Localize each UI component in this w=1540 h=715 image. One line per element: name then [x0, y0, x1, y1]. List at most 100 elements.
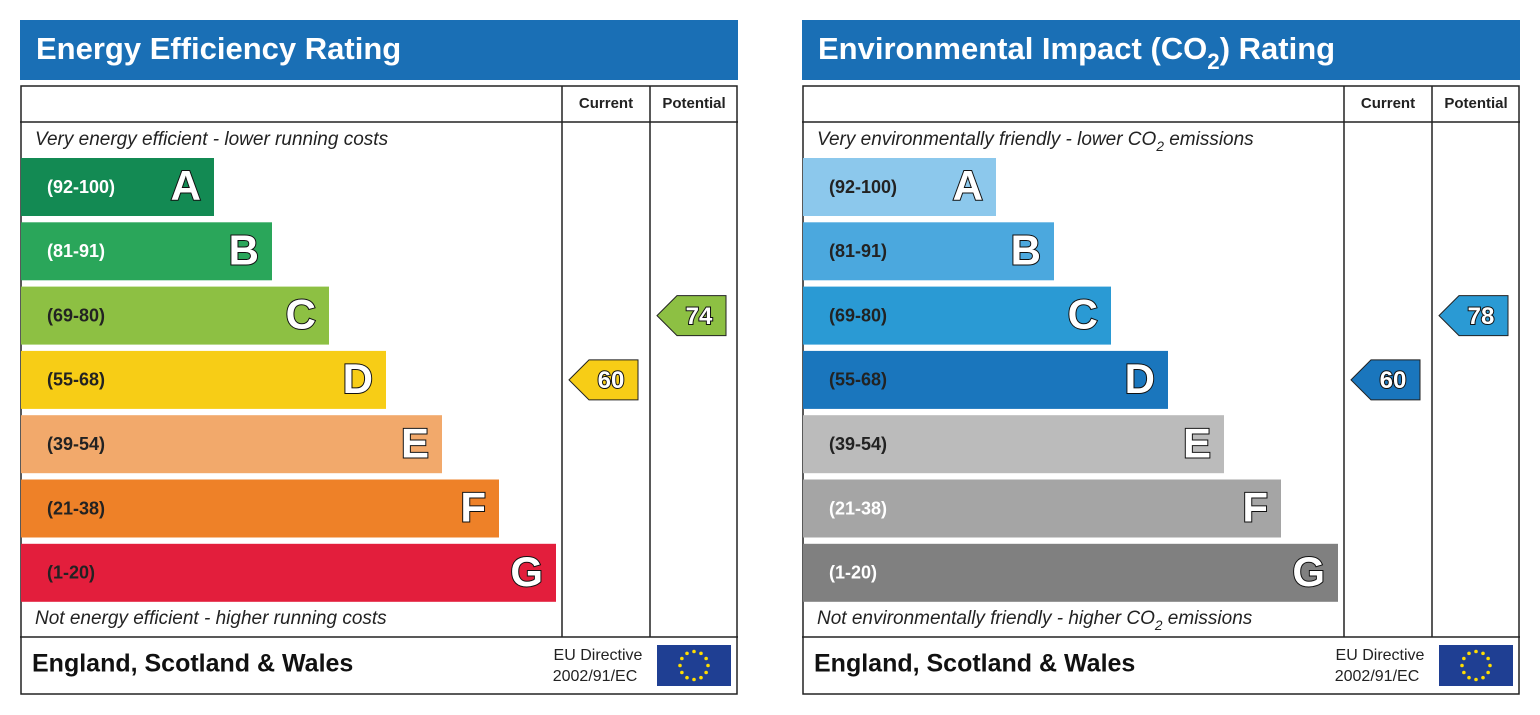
- band-bar: [803, 158, 996, 216]
- band-letter: F: [1242, 484, 1268, 531]
- eu-star: [704, 656, 708, 661]
- eu-star: [1474, 649, 1478, 654]
- footer-code: 2002/91/EC: [553, 668, 638, 685]
- band-range: (1-20): [47, 563, 95, 583]
- band-letter: G: [1292, 548, 1325, 595]
- eu-star: [692, 649, 696, 654]
- band-bar: [803, 286, 1111, 345]
- rating-value: 78: [1468, 303, 1495, 330]
- bottom-note-part: Not energy efficient - higher running co…: [35, 608, 387, 629]
- eu-star: [1467, 675, 1471, 680]
- band-letter: E: [401, 419, 429, 466]
- band-letter: A: [953, 162, 983, 209]
- band-range: (1-20): [829, 563, 877, 583]
- panel-title-part: 2: [1207, 49, 1219, 74]
- column-header: Current: [1361, 95, 1415, 112]
- eu-star: [1486, 656, 1490, 661]
- top-note-part: emissions: [1164, 129, 1254, 150]
- eu-star: [692, 677, 696, 682]
- band-range: (69-80): [829, 305, 887, 325]
- band-bar: [803, 350, 1168, 409]
- footer-directive: EU Directive: [1336, 647, 1425, 664]
- band-letter: C: [286, 291, 316, 338]
- footer-region: England, Scotland & Wales: [32, 650, 353, 678]
- top-note: Very environmentally friendly - lower CO…: [817, 129, 1254, 154]
- rating-value: 60: [598, 367, 625, 394]
- top-note-part: 2: [1155, 139, 1164, 154]
- band-letter: B: [1011, 226, 1041, 273]
- title-bar: [20, 20, 738, 80]
- band-range: (21-38): [829, 498, 887, 518]
- band-letter: C: [1068, 291, 1098, 338]
- top-note: Very energy efficient - lower running co…: [35, 129, 389, 150]
- band-letter: D: [343, 355, 373, 402]
- band-range: (39-54): [829, 434, 887, 454]
- footer-region: England, Scotland & Wales: [814, 650, 1135, 678]
- top-note-part: Very environmentally friendly - lower CO: [817, 129, 1157, 150]
- band-range: (21-38): [47, 498, 105, 518]
- column-header: Current: [579, 95, 633, 112]
- eu-star: [680, 670, 684, 675]
- eu-star: [706, 663, 710, 668]
- rating-value: 60: [1380, 367, 1407, 394]
- rating-panel: Energy Efficiency Rating Current Potential…: [20, 20, 738, 695]
- panel-title-part: ) Rating: [1220, 31, 1335, 66]
- rating-arrow: [568, 359, 639, 401]
- eu-star: [1481, 675, 1485, 680]
- bottom-note-part: Not environmentally friendly - higher CO: [817, 608, 1155, 629]
- eu-star: [685, 651, 689, 656]
- band-bar: [21, 222, 272, 281]
- eu-star: [1488, 663, 1492, 668]
- bottom-note: Not energy efficient - higher running co…: [35, 608, 387, 629]
- bottom-note-part: 2: [1154, 618, 1163, 633]
- rating-arrow: [656, 295, 727, 337]
- eu-star: [1474, 677, 1478, 682]
- band-letter: B: [229, 226, 259, 273]
- band-bar: [803, 543, 1338, 602]
- eu-star: [1467, 651, 1471, 656]
- band-bar: [21, 415, 442, 474]
- eu-star: [1460, 663, 1464, 668]
- band-letter: F: [460, 484, 486, 531]
- eu-star: [1481, 651, 1485, 656]
- rating-value: 74: [686, 303, 713, 330]
- band-letter: G: [510, 548, 543, 595]
- band-letter: A: [171, 162, 201, 209]
- band-range: (55-68): [829, 370, 887, 390]
- eu-star: [685, 675, 689, 680]
- band-range: (81-91): [47, 241, 105, 261]
- bottom-note-part: emissions: [1163, 608, 1253, 629]
- eu-star: [699, 675, 703, 680]
- eu-star: [704, 670, 708, 675]
- top-note-part: Very energy efficient - lower running co…: [35, 129, 389, 150]
- band-bar: [21, 350, 386, 409]
- panel-title: Energy Efficiency Rating: [36, 31, 401, 66]
- eu-star: [1462, 656, 1466, 661]
- band-bar: [21, 479, 499, 538]
- column-header: Potential: [662, 95, 725, 112]
- rating-arrow: [1438, 295, 1509, 337]
- footer-code: 2002/91/EC: [1335, 668, 1420, 685]
- band-range: (39-54): [47, 434, 105, 454]
- title-bar: [802, 20, 1520, 80]
- footer-directive: EU Directive: [554, 647, 643, 664]
- eu-star: [678, 663, 682, 668]
- eu-star: [699, 651, 703, 656]
- rating-arrow: [1350, 359, 1421, 401]
- bottom-note: Not environmentally friendly - higher CO…: [817, 608, 1253, 633]
- band-range: (55-68): [47, 370, 105, 390]
- band-bar: [21, 158, 214, 216]
- panel-title-part: Environmental Impact (CO: [818, 31, 1207, 66]
- eu-star: [1462, 670, 1466, 675]
- band-range: (92-100): [829, 177, 897, 197]
- band-letter: D: [1125, 355, 1155, 402]
- band-bar: [21, 286, 329, 345]
- eu-star: [680, 656, 684, 661]
- rating-panel: Environmental Impact (CO2) RatingCurrent…: [802, 20, 1520, 695]
- band-bar: [803, 415, 1224, 474]
- band-bar: [803, 222, 1054, 281]
- band-range: (92-100): [47, 177, 115, 197]
- panel-title: Environmental Impact (CO2) Rating: [818, 31, 1335, 74]
- eu-star: [1486, 670, 1490, 675]
